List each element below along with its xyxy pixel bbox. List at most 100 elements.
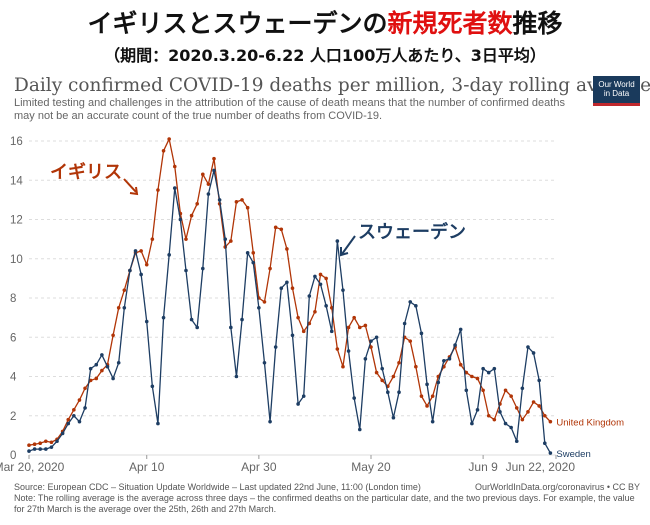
data-point xyxy=(475,408,480,412)
data-point xyxy=(520,386,525,391)
end-label-sweden: Sweden xyxy=(556,449,590,460)
data-point xyxy=(156,188,160,192)
data-point xyxy=(414,364,418,369)
data-point xyxy=(296,402,300,406)
data-point xyxy=(290,333,295,338)
data-point xyxy=(470,374,474,379)
data-point xyxy=(245,205,250,210)
annotation-arrow-uk xyxy=(123,178,137,193)
data-point xyxy=(273,345,278,349)
data-point xyxy=(161,315,166,320)
x-tick-label: Apr 30 xyxy=(241,460,277,474)
data-point xyxy=(234,374,239,379)
data-point xyxy=(195,202,199,206)
data-point xyxy=(290,286,295,290)
title-prefix: イギリスとスウェーデンの xyxy=(87,9,388,38)
data-point xyxy=(470,421,474,426)
data-point xyxy=(341,288,345,292)
data-point xyxy=(458,327,463,332)
data-point xyxy=(447,357,452,361)
japanese-title: イギリスとスウェーデンの新規死者数推移 xyxy=(0,4,650,40)
y-tick-label: 0 xyxy=(10,450,16,462)
data-point xyxy=(363,357,368,361)
data-point xyxy=(324,304,328,308)
source-url[interactable]: OurWorldInData.org/coronavirus • CC BY xyxy=(474,482,640,492)
data-point xyxy=(318,272,323,277)
footer: Source: European CDC – Situation Update … xyxy=(14,482,640,515)
data-point xyxy=(442,359,446,363)
japanese-subtitle: （期間：2020.3.20-6.22 人口100万人あたり、3日平均） xyxy=(104,46,546,65)
annotation-uk: イギリス xyxy=(50,162,122,183)
y-tick-label: 8 xyxy=(10,293,16,305)
data-point xyxy=(88,366,93,371)
data-point xyxy=(526,345,530,349)
data-point xyxy=(386,390,390,395)
data-point xyxy=(369,339,373,343)
data-point xyxy=(49,445,54,449)
data-point xyxy=(296,315,300,320)
data-point xyxy=(49,440,54,445)
data-point xyxy=(486,370,491,375)
data-point xyxy=(111,376,115,381)
data-point xyxy=(273,225,278,230)
data-point xyxy=(279,227,284,232)
data-point xyxy=(32,442,37,447)
data-point xyxy=(201,266,205,271)
data-point xyxy=(503,388,508,393)
data-point xyxy=(83,406,87,410)
data-point xyxy=(55,439,59,444)
data-point xyxy=(201,172,205,177)
data-point xyxy=(77,398,82,402)
data-point xyxy=(318,282,323,287)
data-point xyxy=(425,404,429,408)
data-point xyxy=(363,323,368,328)
data-point xyxy=(38,447,43,451)
data-point xyxy=(301,394,306,398)
data-point xyxy=(189,213,194,218)
data-point xyxy=(285,280,289,285)
data-point xyxy=(144,262,149,267)
annotation-arrowhead-uk xyxy=(129,186,139,196)
data-point xyxy=(229,325,233,330)
data-point xyxy=(357,427,362,432)
data-point xyxy=(240,317,244,322)
x-tick-label: Jun 22, 2020 xyxy=(506,460,576,474)
data-point xyxy=(537,404,541,408)
y-tick-label: 12 xyxy=(10,215,23,227)
data-point xyxy=(27,449,31,453)
data-point xyxy=(178,217,183,222)
data-point xyxy=(324,276,328,281)
data-point xyxy=(509,425,513,430)
data-point xyxy=(268,419,272,424)
data-point xyxy=(100,353,104,357)
y-tick-label: 2 xyxy=(10,411,16,423)
data-point xyxy=(262,300,267,304)
data-point xyxy=(374,370,379,375)
data-point xyxy=(313,274,317,279)
owid-logo[interactable]: Our World in Data xyxy=(593,76,640,106)
data-point xyxy=(94,362,99,367)
data-point xyxy=(346,349,351,353)
end-label-uk: United Kingdom xyxy=(556,418,624,429)
data-point xyxy=(430,419,435,424)
data-point xyxy=(66,421,71,426)
data-point xyxy=(531,400,536,404)
x-axis-ticks: Mar 20, 2020 Apr 10 Apr 30 May 20 Jun 9 Jun 2… xyxy=(0,455,575,474)
data-point xyxy=(133,249,138,253)
data-point xyxy=(514,439,519,444)
logo-line-2: in Data xyxy=(603,89,630,98)
gridlines xyxy=(29,140,556,456)
data-point xyxy=(212,168,216,173)
data-point xyxy=(419,394,424,398)
data-point xyxy=(481,366,485,371)
data-point xyxy=(172,164,177,169)
data-point xyxy=(240,198,244,202)
data-point xyxy=(374,335,379,340)
source-text: Source: European CDC – Situation Update … xyxy=(14,482,421,492)
data-point xyxy=(402,321,407,326)
data-point xyxy=(335,239,340,243)
data-point xyxy=(156,421,160,426)
data-point xyxy=(520,417,525,422)
data-point xyxy=(229,239,233,243)
